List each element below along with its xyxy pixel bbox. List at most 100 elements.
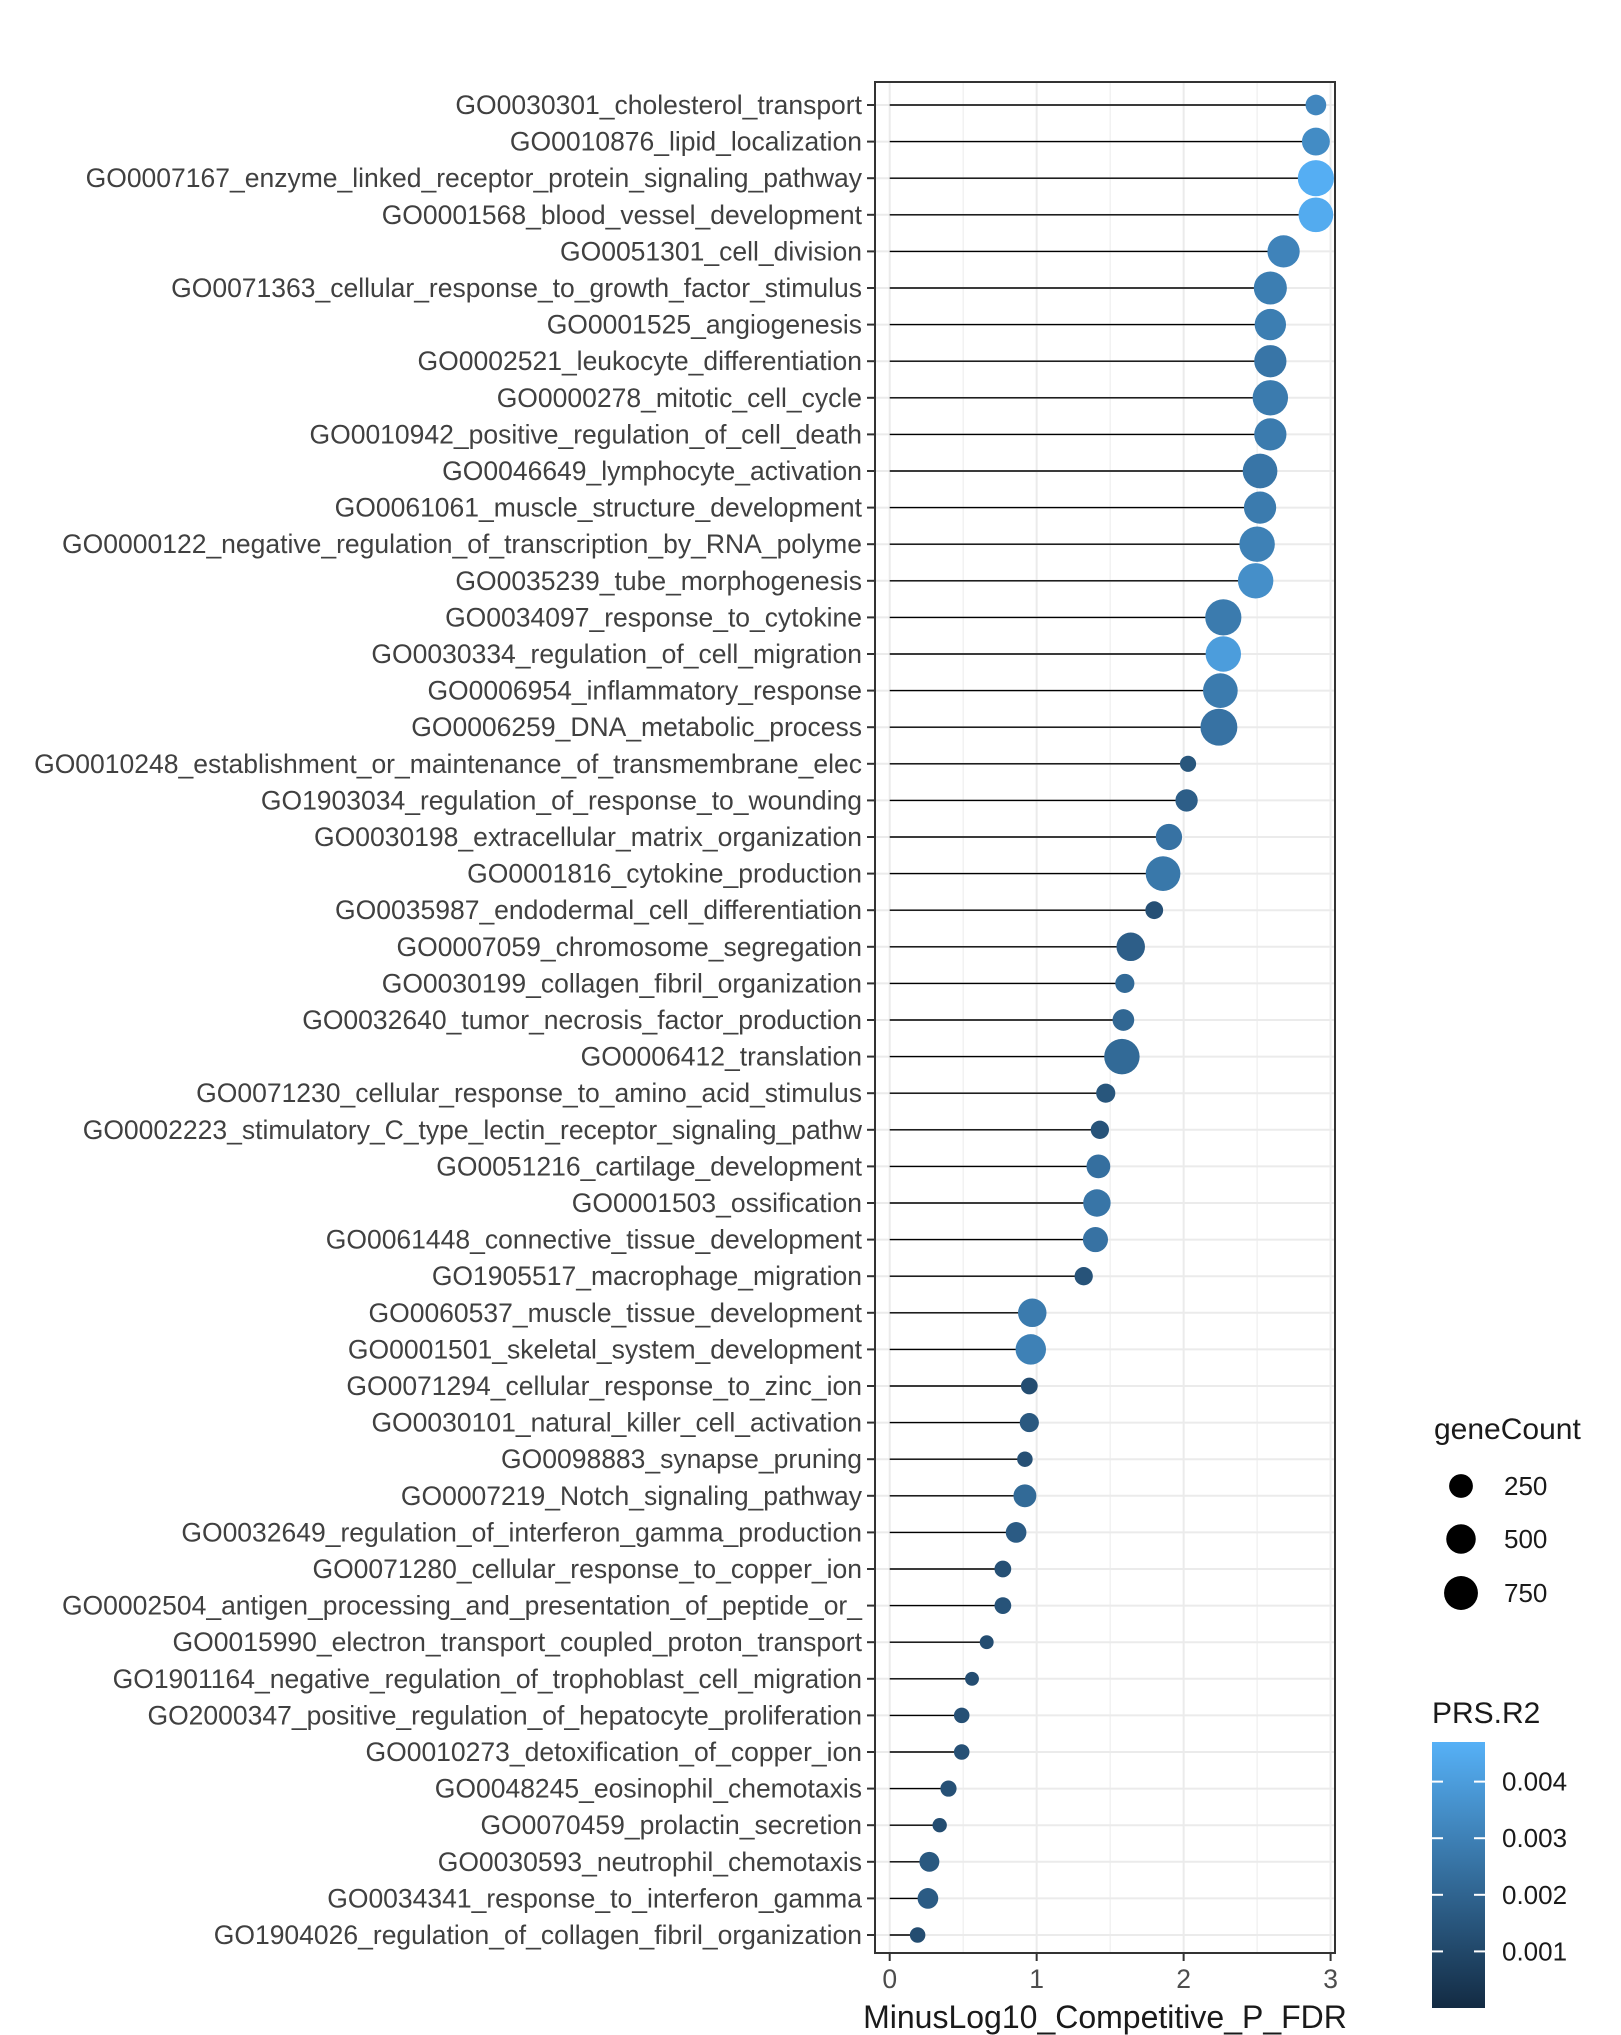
y-tick-label: GO0030101_natural_killer_cell_activation xyxy=(371,1408,862,1438)
y-tick-label: GO0032649_regulation_of_interferon_gamma… xyxy=(181,1517,862,1547)
y-tick-label: GO0006259_DNA_metabolic_process xyxy=(411,712,862,742)
y-tick-label: GO0071280_cellular_response_to_copper_io… xyxy=(312,1554,862,1584)
data-point xyxy=(1145,856,1181,891)
y-tick-label: GO0001503_ossification xyxy=(572,1188,862,1218)
color-legend-label: 0.003 xyxy=(1502,1823,1567,1853)
data-point xyxy=(909,1927,926,1943)
y-tick-label: GO0010248_establishment_or_maintenance_o… xyxy=(34,749,862,779)
y-tick-label: GO0010876_lipid_localization xyxy=(510,127,862,157)
data-point xyxy=(1082,1227,1109,1253)
size-legend-key xyxy=(1449,1474,1473,1498)
color-legend-title: PRS.R2 xyxy=(1432,1697,1540,1730)
y-axis: GO0030301_cholesterol_transport GO0010876… xyxy=(34,90,875,1950)
data-point xyxy=(1239,526,1275,562)
data-point xyxy=(1301,127,1330,156)
y-tick-label: GO0015990_electron_transport_coupled_pro… xyxy=(173,1627,863,1657)
data-point xyxy=(1175,789,1198,812)
y-tick-label: GO0061448_connective_tissue_development xyxy=(326,1225,863,1255)
x-axis: 0 1 2 3 xyxy=(882,1953,1338,1994)
data-point xyxy=(1074,1267,1093,1286)
x-axis-title: MinusLog10_Competitive_P_FDR xyxy=(863,1999,1347,2035)
y-tick-label: GO0051301_cell_division xyxy=(560,236,862,266)
data-point xyxy=(1254,345,1287,378)
size-legend: geneCount 250 500 750 xyxy=(1434,1413,1581,1610)
y-tick-label: GO0007167_enzyme_linked_receptor_protein… xyxy=(86,163,863,193)
data-point xyxy=(965,1671,979,1686)
y-tick-label: GO0007059_chromosome_segregation xyxy=(396,932,862,962)
y-tick-label: GO1903034_regulation_of_response_to_woun… xyxy=(261,785,862,815)
data-point xyxy=(1203,673,1238,708)
data-point xyxy=(1267,235,1300,268)
y-tick-label: GO0070459_prolactin_secretion xyxy=(480,1810,862,1840)
data-point xyxy=(1305,94,1327,116)
data-point xyxy=(1096,1083,1116,1103)
y-tick-label: GO0071363_cellular_response_to_growth_fa… xyxy=(171,273,862,303)
data-point xyxy=(1020,1377,1038,1395)
panel-border xyxy=(874,81,1336,1954)
y-tick-label: GO0010273_detoxification_of_copper_ion xyxy=(365,1737,862,1767)
y-tick-label: GO0000122_negative_regulation_of_transcr… xyxy=(62,529,862,559)
y-tick-label: GO0002521_leukocyte_differentiation xyxy=(418,346,862,376)
data-point xyxy=(919,1851,940,1872)
y-tick-label: GO1905517_macrophage_migration xyxy=(432,1261,862,1291)
data-point xyxy=(1104,1038,1140,1075)
x-tick-label: 2 xyxy=(1176,1964,1191,1994)
data-point xyxy=(1253,271,1287,305)
data-point xyxy=(940,1780,957,1797)
data-point xyxy=(1243,491,1277,524)
color-legend-label: 0.001 xyxy=(1502,1936,1567,1966)
y-tick-label: GO0035987_endodermal_cell_differentiatio… xyxy=(335,895,862,925)
point-layer xyxy=(909,94,1334,1943)
y-tick-label: GO0048245_eosinophil_chemotaxis xyxy=(435,1774,862,1804)
y-tick-label: GO0032640_tumor_necrosis_factor_producti… xyxy=(302,1005,862,1035)
data-point xyxy=(1145,901,1164,920)
size-legend-key xyxy=(1446,1524,1476,1554)
color-legend-bar xyxy=(1432,1742,1485,2008)
y-tick-label: GO0007219_Notch_signaling_pathway xyxy=(401,1481,863,1511)
data-point xyxy=(1013,1484,1037,1508)
data-point xyxy=(932,1818,947,1833)
data-point xyxy=(1254,308,1287,341)
y-tick-label: GO0010942_positive_regulation_of_cell_de… xyxy=(309,419,862,449)
data-point xyxy=(1019,1413,1039,1433)
y-tick-label: GO0006954_inflammatory_response xyxy=(427,676,862,706)
x-tick-label: 1 xyxy=(1029,1964,1044,1994)
data-point xyxy=(1112,1009,1135,1031)
data-point xyxy=(1017,1451,1033,1467)
data-point xyxy=(1179,755,1197,772)
y-tick-label: GO1901164_negative_regulation_of_trophob… xyxy=(113,1664,862,1694)
data-point xyxy=(1200,708,1238,746)
color-legend: PRS.R2 0.001 0.002 0.003 0.004 xyxy=(1432,1697,1567,2008)
y-tick-label: GO0001525_angiogenesis xyxy=(547,310,862,340)
data-point xyxy=(1252,380,1289,416)
size-legend-label: 750 xyxy=(1504,1578,1547,1608)
y-tick-label: GO0002223_stimulatory_C_type_lectin_rece… xyxy=(83,1115,863,1145)
y-tick-label: GO0071294_cellular_response_to_zinc_ion xyxy=(346,1371,862,1401)
data-point xyxy=(1086,1154,1111,1179)
size-legend-title: geneCount xyxy=(1434,1413,1581,1446)
y-tick-label: GO0046649_lymphocyte_activation xyxy=(442,456,862,486)
y-tick-label: GO0034341_response_to_interferon_gamma xyxy=(327,1883,862,1913)
y-tick-label: GO0001501_skeletal_system_development xyxy=(348,1334,863,1364)
y-tick-label: GO0098883_synapse_pruning xyxy=(501,1444,862,1474)
data-point xyxy=(994,1597,1012,1614)
data-point xyxy=(1237,563,1274,599)
data-point xyxy=(1116,932,1145,962)
size-legend-label: 250 xyxy=(1504,1471,1547,1501)
y-tick-label: GO0030301_cholesterol_transport xyxy=(455,90,862,120)
y-tick-label: GO0035239_tube_morphogenesis xyxy=(455,566,862,596)
data-point xyxy=(1242,453,1278,489)
data-point xyxy=(1017,1298,1047,1328)
size-legend-items: 250 500 750 xyxy=(1444,1471,1547,1610)
y-tick-label: GO0002504_antigen_processing_and_present… xyxy=(62,1591,863,1621)
y-tick-label: GO0030593_neutrophil_chemotaxis xyxy=(438,1847,862,1877)
data-point xyxy=(953,1707,970,1724)
y-tick-label: GO0061061_muscle_structure_development xyxy=(335,493,863,523)
size-legend-label: 500 xyxy=(1504,1524,1547,1554)
data-point xyxy=(1015,1334,1047,1365)
y-tick-label: GO0034097_response_to_cytokine xyxy=(445,602,862,632)
y-tick-label: GO0060537_muscle_tissue_development xyxy=(368,1298,862,1328)
data-point xyxy=(1083,1189,1111,1217)
